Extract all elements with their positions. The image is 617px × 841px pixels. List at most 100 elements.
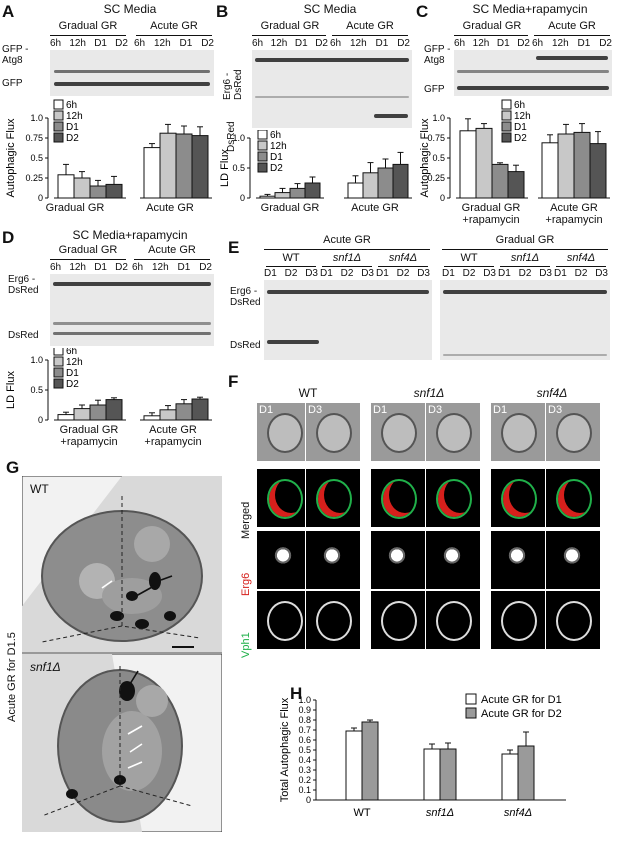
y-tick-label: 0.75	[25, 133, 43, 143]
panel-e-lane-labels: D1 D2 D3	[442, 268, 496, 279]
panel-f-row-vph1: Vph1	[240, 632, 252, 658]
cell-shape	[316, 479, 352, 519]
y-tick-label: 0	[306, 795, 311, 805]
y-tick-label: 0.6	[298, 735, 311, 745]
panel-b-title: SC Media	[303, 2, 357, 16]
panel-c-title: SC Media+rapamycin	[472, 2, 588, 16]
panel-a-title: SC Media	[103, 2, 157, 16]
legend-label: Acute GR for D1	[481, 694, 562, 706]
panel-g-letter: G	[6, 458, 20, 477]
panel-b-lanes-gradual: 6h 12h D1 D2	[252, 38, 328, 49]
vph1-image	[256, 590, 312, 650]
day-label: D3	[428, 404, 443, 416]
legend-label: 12h	[66, 111, 83, 122]
y-tick-label: 0.1	[298, 785, 311, 795]
legend-swatch	[53, 110, 64, 121]
panel-e-lane-labels: D1 D2 D3	[264, 268, 318, 279]
panel-e-lane-labels: D1 D2 D3	[554, 268, 608, 279]
panel-a-blot-label-gfp-atg8: GFP -Atg8	[2, 44, 29, 66]
bar	[491, 163, 509, 199]
cell-shape	[316, 541, 348, 577]
cell-shape	[267, 601, 303, 641]
dic-image: D1	[256, 402, 312, 462]
legend-label: 12h	[514, 111, 531, 122]
cell-shape	[556, 413, 592, 453]
bar	[392, 163, 409, 199]
panel-a-xcat-gradual: Gradual GR	[45, 202, 105, 214]
y-tick-label: 0.2	[298, 775, 311, 785]
y-tick-label: 0.5	[432, 153, 445, 163]
bar	[347, 182, 364, 199]
bar	[105, 183, 123, 199]
panel-e-strain-rule	[500, 266, 550, 267]
panel-e-strain-label: WT	[282, 252, 300, 264]
cell-shape	[316, 601, 352, 641]
cell-shape	[381, 479, 417, 519]
panel-e-letter: E	[228, 238, 240, 257]
panel-b-blot-label-erg6: Erg6 -DsRed	[222, 69, 244, 100]
panel-c-blot-label-gfp-atg8: GFP -Atg8	[424, 44, 451, 66]
panel-a-group-acute: Acute GR	[150, 20, 198, 32]
panel-d-lanes-acute: 6h 12h D1 D2	[132, 262, 212, 273]
bar	[57, 174, 75, 199]
legend-swatch	[501, 132, 512, 143]
bar	[573, 131, 591, 199]
panel-f-row-erg6: Erg6	[240, 572, 252, 596]
panel-c-group-gradual: Gradual GR	[462, 20, 522, 32]
legend-label: 6h	[514, 100, 525, 111]
merged-image	[370, 468, 426, 528]
bar	[507, 171, 525, 199]
bar	[259, 195, 276, 199]
y-axis-label: Autophagic Flux	[419, 118, 431, 197]
vph1-image	[425, 590, 481, 650]
panel-d-blot-label-erg6: Erg6 -DsRed	[8, 274, 39, 296]
bar	[191, 398, 209, 421]
legend-label: 12h	[66, 357, 83, 368]
day-label: D1	[373, 404, 388, 416]
panel-a-lanes-gradual: 6h 12h D1 D2	[50, 38, 128, 49]
bar	[89, 404, 107, 421]
panel-e-strain-label: snf4Δ	[566, 252, 596, 264]
panel-e-blot-label-erg6: Erg6 -DsRed	[230, 286, 261, 308]
panel-b-lanes-acute: 6h 12h D1 D2	[330, 38, 410, 49]
bar	[289, 187, 306, 199]
bar	[423, 748, 441, 801]
panel-a-letter: A	[2, 2, 15, 21]
merged-image	[545, 468, 601, 528]
cell-shape	[556, 601, 592, 641]
day-label: D1	[259, 404, 274, 416]
legend-label: D1	[66, 368, 79, 379]
erg6-image	[425, 530, 481, 590]
y-tick-label: 0.25	[427, 173, 445, 183]
legend-label: D2	[514, 133, 527, 144]
panel-b-western-blot	[252, 50, 412, 128]
bar	[362, 172, 379, 199]
legend-label: D1	[66, 122, 79, 133]
day-label: D1	[493, 404, 508, 416]
cell-shape	[436, 479, 472, 519]
panel-a-lanes-acute: 6h 12h D1 D2	[134, 38, 214, 49]
bar	[73, 408, 91, 421]
panel-h-bar-chart: 00.10.20.30.40.50.60.70.80.91.0 Total Aut…	[279, 693, 566, 819]
panel-e-blot-label-dsred: DsRed	[230, 340, 261, 351]
panel-e-group-acute: Acute GR	[323, 234, 371, 246]
panel-b-xcat-gradual: Gradual GR	[260, 202, 320, 214]
panel-a-xcat-acute: Acute GR	[146, 202, 194, 214]
erg6-image	[256, 530, 312, 590]
panel-b-group-gradual: Gradual GR	[260, 20, 320, 32]
y-tick-label: 0.3	[298, 765, 311, 775]
panel-e-strain-rule	[266, 266, 316, 267]
y-tick-label: 0.5	[30, 153, 43, 163]
y-tick-label: 0.8	[298, 715, 311, 725]
bar	[304, 182, 321, 199]
bar	[57, 414, 75, 421]
x-tick-label: snf1Δ	[426, 807, 454, 819]
panel-c-blot-label-gfp: GFP	[424, 84, 445, 95]
dic-image: D1	[370, 402, 426, 462]
legend-label: D2	[270, 163, 283, 174]
y-tick-label: 0.75	[427, 133, 445, 143]
cell-shape	[436, 413, 472, 453]
bar	[143, 415, 161, 421]
panel-g-cell-wt: WT	[30, 482, 49, 496]
